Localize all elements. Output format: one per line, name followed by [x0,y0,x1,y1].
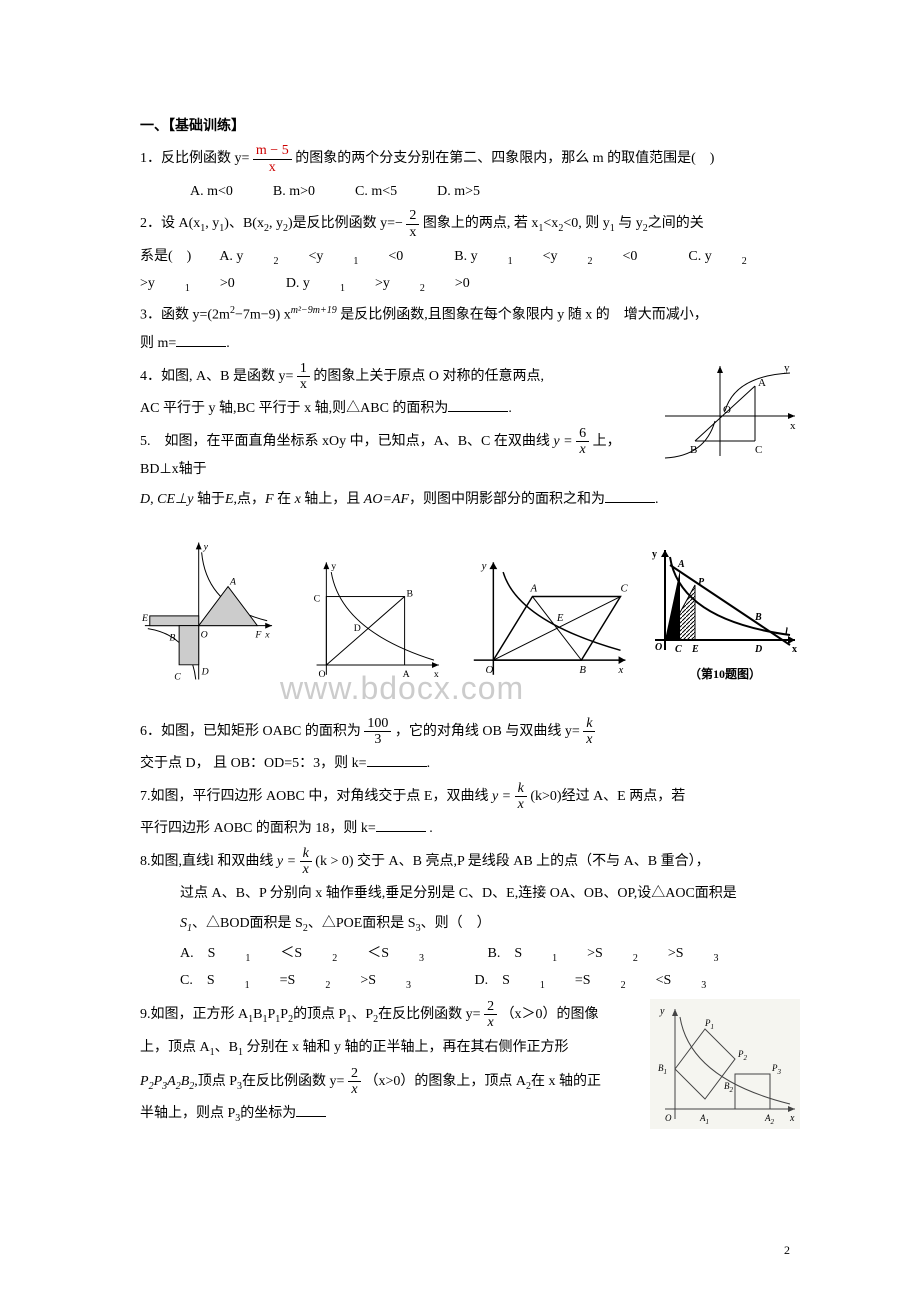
q7: 7.如图，平行四边形 AOBC 中，对角线交于点 E，双曲线 y = kx (k… [140,781,800,813]
svg-text:B: B [579,664,586,676]
fig-q6: y x C B D O A [297,556,444,686]
svg-text:C: C [174,671,181,682]
q5-line2: D, CE⊥y 轴于E,点，F 在 x 轴上，且 AO=AF，则图中阴影部分的面… [140,487,800,512]
q8-line2: 过点 A、B、P 分别向 x 轴作垂线,垂足分别是 C、D、E,连接 OA、OB… [140,881,800,906]
svg-text:O: O [318,668,325,679]
svg-text:C: C [620,582,628,594]
q4-figure: y x A O B C [660,361,800,461]
svg-text:y: y [659,1006,665,1017]
svg-text:x: x [789,1113,795,1124]
q7-line2: 平行四边形 AOBC 的面积为 18，则 k= . [140,816,800,841]
svg-text:B1: B1 [658,1063,667,1076]
svg-text:x: x [790,420,796,432]
svg-text:B: B [407,588,414,599]
q8-options: A. S1＜S2＜S3 B. S1>S2>S3 C. S1=S2>S3 D. S… [140,941,800,995]
q3: 3．函数 y=(2m2−7m−9) xm²−9m+19 是反比例函数,且图象在每… [140,302,800,328]
svg-text:D: D [754,644,762,655]
svg-text:A1: A1 [699,1113,709,1126]
svg-text:x: x [434,668,439,679]
q6: 6．如图，已知矩形 OABC 的面积为 1003 ，它的对角线 OB 与双曲线 … [140,716,800,748]
section-title: 一、【基础训练】 [140,114,800,139]
svg-text:O: O [485,664,493,676]
svg-text:C: C [314,593,321,604]
svg-text:C: C [755,444,762,456]
q2: 2．设 A(x1, y1)、B(x2, y2)是反比例函数 y=− 2x 图象上… [140,208,800,240]
q1-options: A. m<0B. m>0C. m<5D. m>5 [140,179,800,204]
svg-text:B: B [754,612,762,623]
svg-text:x: x [617,664,623,676]
q8-line3: S1、△BOD面积是 S2、△POE面积是 S3、则（ ） [140,911,800,938]
svg-text:x: x [264,629,270,640]
svg-text:y: y [203,541,209,552]
q8: 8.如图,直线l 和双曲线 y = kx (k > 0) 交于 A、B 亮点,P… [140,846,800,878]
svg-text:P3: P3 [771,1063,782,1076]
svg-text:A: A [229,576,236,587]
svg-text:x: x [792,644,797,655]
svg-text:P: P [698,577,705,588]
fig-q7: y x A C E O B [464,556,630,686]
q3-line2: 则 m=. [140,331,800,356]
svg-text:D: D [201,666,209,677]
svg-text:E: E [691,644,699,655]
q1: 1．反比例函数 y= m − 5x 的图象的两个分支分别在第二、四象限内，那么 … [140,143,800,175]
svg-text:P2: P2 [737,1049,748,1062]
svg-text:A: A [403,668,410,679]
fig-q8-wrap: y x A P B O C E D l （第10题图） [650,545,800,686]
svg-text:y: y [784,362,790,374]
svg-text:C: C [675,644,682,655]
svg-text:y: y [331,561,336,572]
svg-text:A: A [677,559,685,570]
svg-text:A2: A2 [764,1113,775,1126]
svg-text:B: B [169,632,175,643]
figure-row: y x A E B O F C D y x C B D O A y x A C … [140,536,800,686]
fig-q8: y x A P B O C E D l [650,545,800,655]
q9-figure: y x P1 B1 P2 P3 B2 O A1 A2 [650,999,800,1129]
svg-text:O: O [665,1113,672,1123]
svg-text:y: y [480,560,486,572]
svg-text:E: E [141,612,148,623]
page-number: 2 [784,1240,790,1262]
q6-line2: 交于点 D， 且 OB：OD=5：3，则 k=. [140,751,800,776]
svg-text:D: D [354,622,361,633]
svg-text:A: A [758,377,766,389]
svg-text:E: E [556,612,564,624]
fig-q5: y x A E B O F C D [140,536,277,686]
svg-text:A: A [529,582,537,594]
svg-text:O: O [723,404,731,416]
svg-text:O: O [201,629,208,640]
svg-text:l: l [785,627,788,638]
svg-text:y: y [652,549,657,560]
q2-line2: 系是( ) A. y2<y1<0 B. y1<y2<0 C. y2>y1>0 D… [140,244,800,298]
svg-text:B: B [690,444,697,456]
svg-text:F: F [254,629,262,640]
svg-text:O: O [655,642,662,653]
